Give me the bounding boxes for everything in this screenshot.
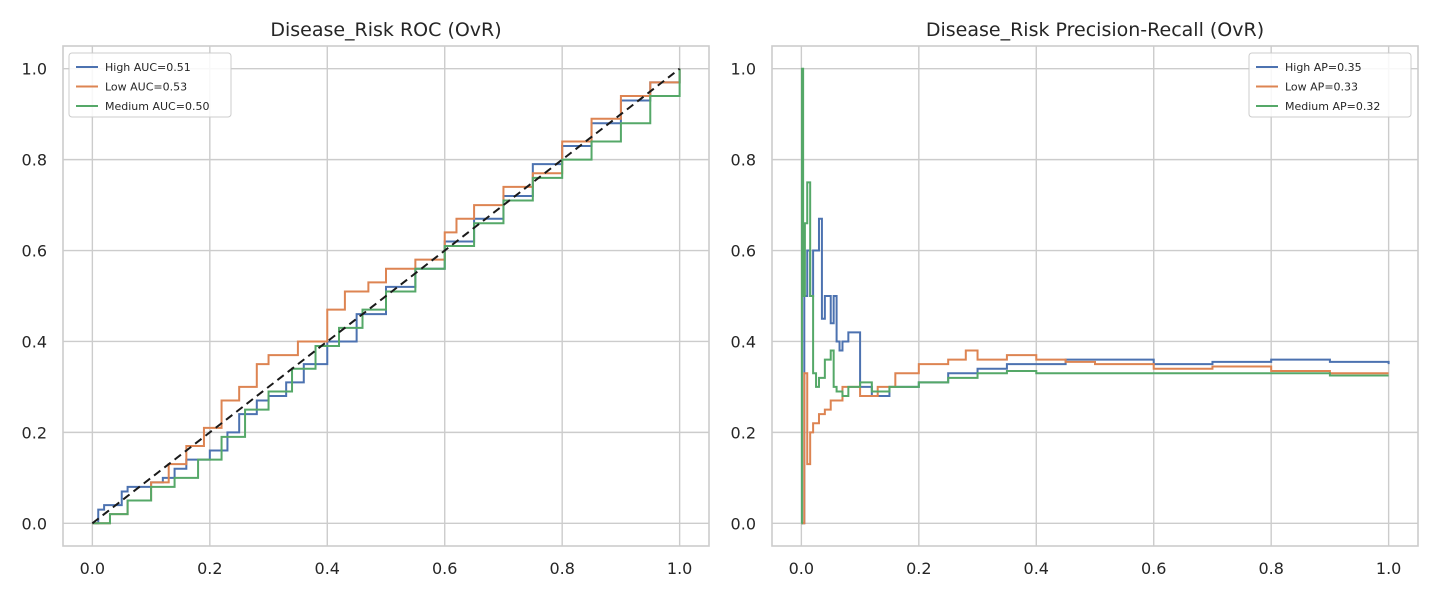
x-tick-label: 0.6	[432, 559, 457, 578]
legend-entry-low: Low AUC=0.53	[105, 81, 187, 94]
pr-legend: High AP=0.35 Low AP=0.33 Medium AP=0.32	[1248, 52, 1412, 118]
legend-entry-low: Low AP=0.33	[1285, 81, 1358, 94]
x-tick-label: 0.6	[1141, 559, 1166, 578]
y-tick-label: 0.8	[731, 151, 756, 170]
roc-axes-frame	[62, 45, 710, 547]
y-tick-label: 0.2	[22, 423, 47, 442]
pr-line-low	[801, 349, 1389, 525]
roc-line-medium	[92, 68, 681, 525]
x-tick-label: 0.4	[1024, 559, 1049, 578]
x-tick-label: 0.0	[789, 559, 814, 578]
roc-title: Disease_Risk ROC (OvR)	[270, 19, 501, 41]
x-tick-label: 0.4	[315, 559, 340, 578]
y-tick-label: 0.4	[22, 332, 47, 351]
x-tick-label: 0.2	[906, 559, 931, 578]
y-tick-label: 0.8	[22, 151, 47, 170]
roc-legend: High AUC=0.51 Low AUC=0.53 Medium AUC=0.50	[68, 52, 232, 118]
x-tick-label: 0.8	[1258, 559, 1283, 578]
x-tick-label: 0.0	[80, 559, 105, 578]
pr-line-high	[801, 217, 1390, 525]
legend-box	[68, 52, 232, 118]
legend-entry-high: High AP=0.35	[1285, 61, 1362, 74]
legend-entry-medium: Medium AP=0.32	[1285, 100, 1380, 113]
x-tick-label: 1.0	[1376, 559, 1401, 578]
y-tick-label: 0.4	[731, 332, 756, 351]
pr-panel: Disease_Risk Precision-Recall (OvR) 0.0 0…	[731, 19, 1419, 578]
y-tick-label: 1.0	[731, 60, 756, 79]
y-tick-label: 0.0	[22, 514, 47, 533]
pr-title: Disease_Risk Precision-Recall (OvR)	[926, 19, 1264, 41]
pr-line-medium	[800, 67, 1389, 525]
pr-axes-frame	[771, 45, 1419, 547]
legend-entry-medium: Medium AUC=0.50	[105, 100, 209, 113]
x-tick-label: 1.0	[667, 559, 692, 578]
pr-series	[800, 67, 1390, 525]
y-tick-label: 0.6	[731, 242, 756, 261]
y-tick-label: 0.2	[731, 423, 756, 442]
roc-line-diagonal	[91, 67, 681, 525]
legend-entry-high: High AUC=0.51	[105, 61, 191, 74]
y-tick-label: 0.0	[731, 514, 756, 533]
y-tick-label: 0.6	[22, 242, 47, 261]
roc-tick-labels: 0.0 0.2 0.4 0.6 0.8 1.0 0.0 0.2 0.4 0.6 0.8 1.0	[22, 60, 693, 578]
roc-panel: Disease_Risk ROC (OvR) 0.0 0.2 0.4 0.6 0.8 1.…	[22, 19, 710, 578]
x-tick-label: 0.8	[549, 559, 574, 578]
y-tick-label: 1.0	[22, 60, 47, 79]
roc-series	[91, 67, 681, 525]
x-tick-label: 0.2	[197, 559, 222, 578]
pr-grid	[772, 46, 1418, 546]
legend-box	[1248, 52, 1412, 118]
pr-tick-labels: 0.0 0.2 0.4 0.6 0.8 1.0 0.0 0.2 0.4 0.6 0.8 1.0	[731, 60, 1402, 578]
